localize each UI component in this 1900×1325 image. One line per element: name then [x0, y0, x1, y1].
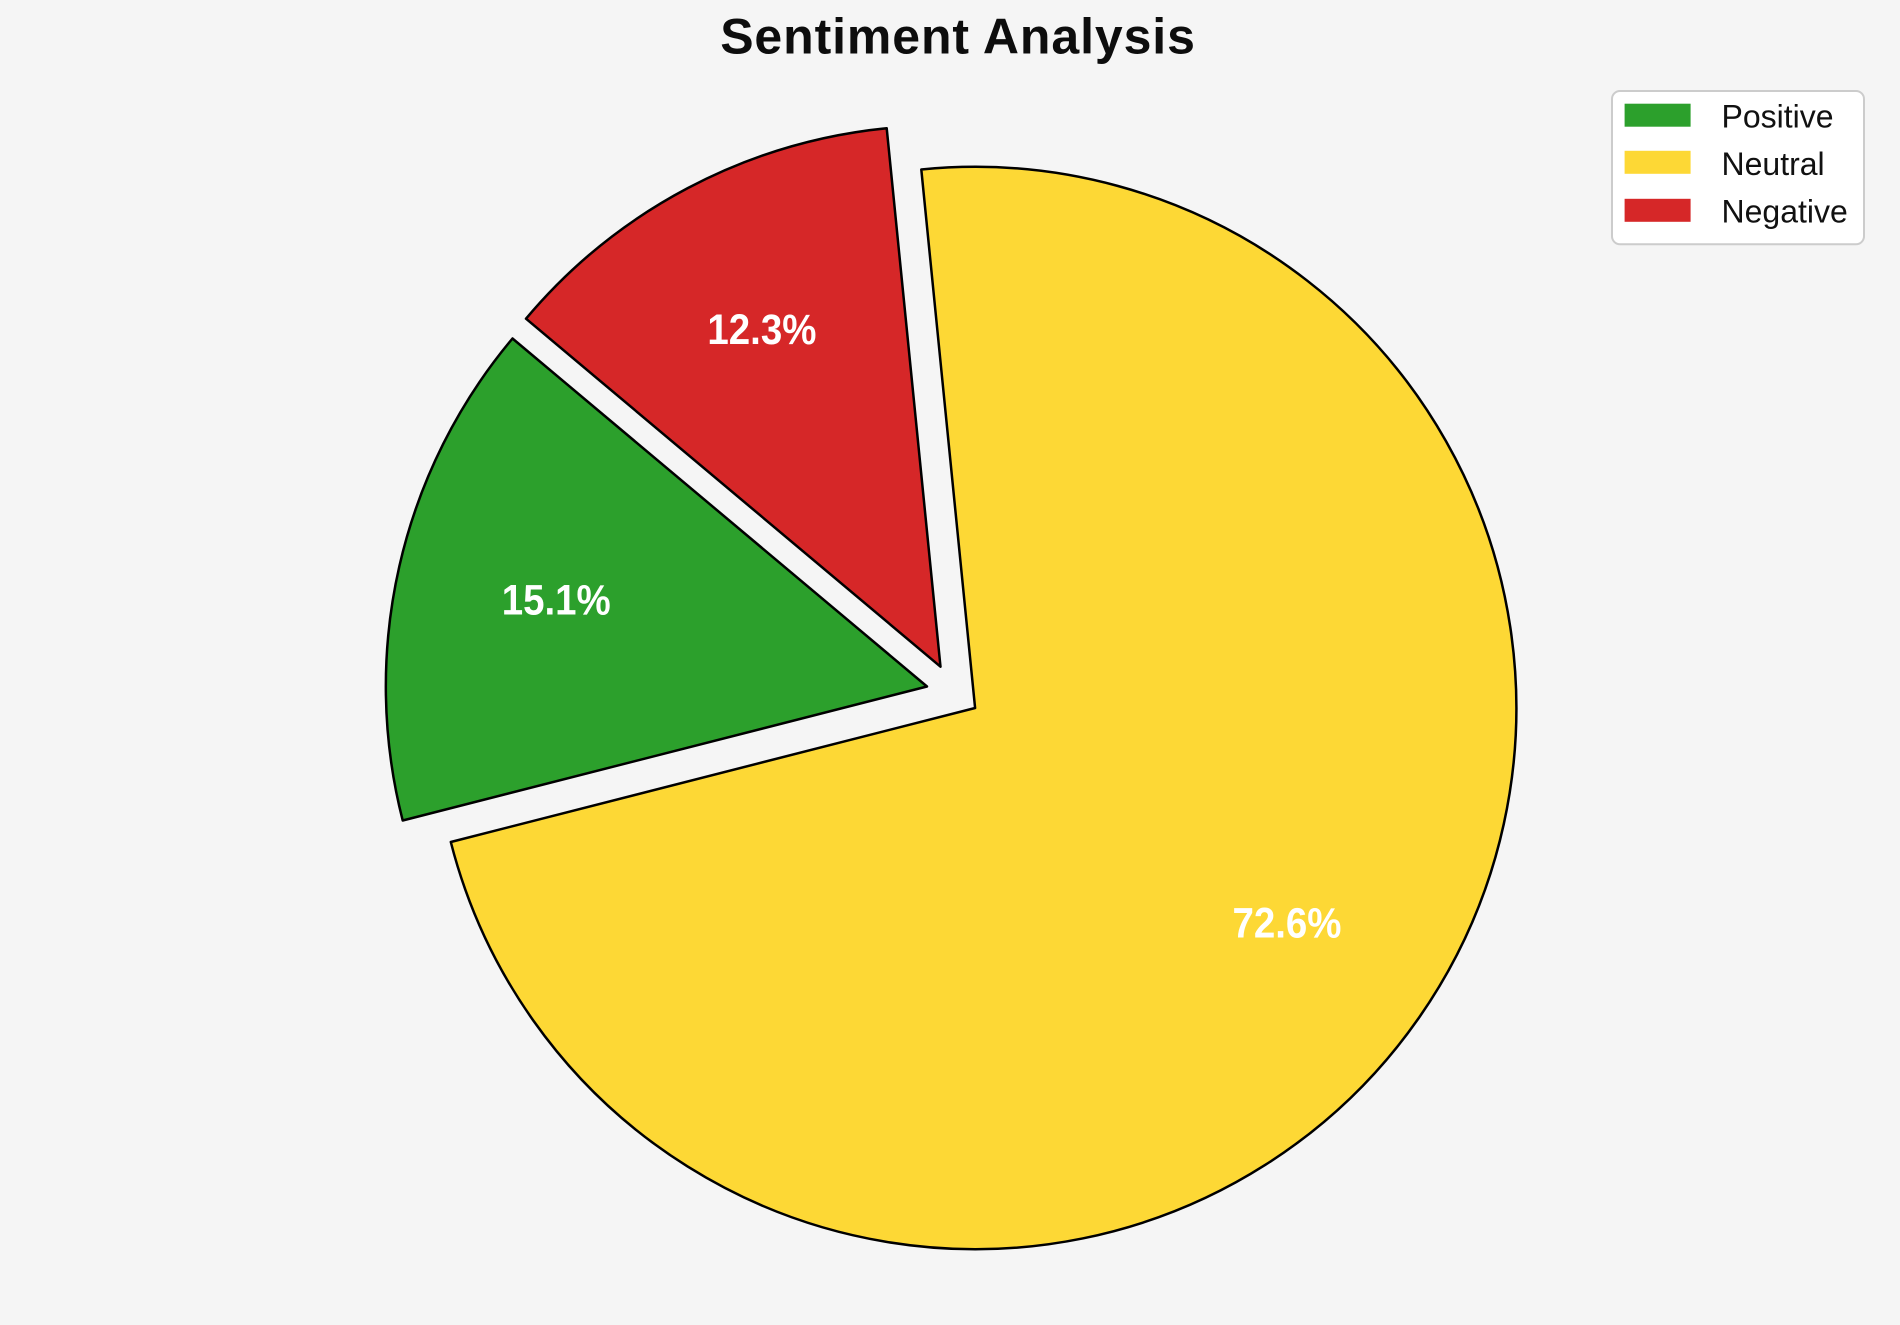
svg-text:15.1%: 15.1% [502, 577, 611, 625]
svg-text:Negative: Negative [1722, 193, 1848, 229]
svg-text:12.3%: 12.3% [707, 306, 816, 354]
svg-text:72.6%: 72.6% [1233, 899, 1342, 947]
svg-text:Positive: Positive [1722, 98, 1834, 134]
svg-text:Sentiment Analysis: Sentiment Analysis [720, 8, 1196, 64]
svg-text:Neutral: Neutral [1722, 146, 1825, 182]
